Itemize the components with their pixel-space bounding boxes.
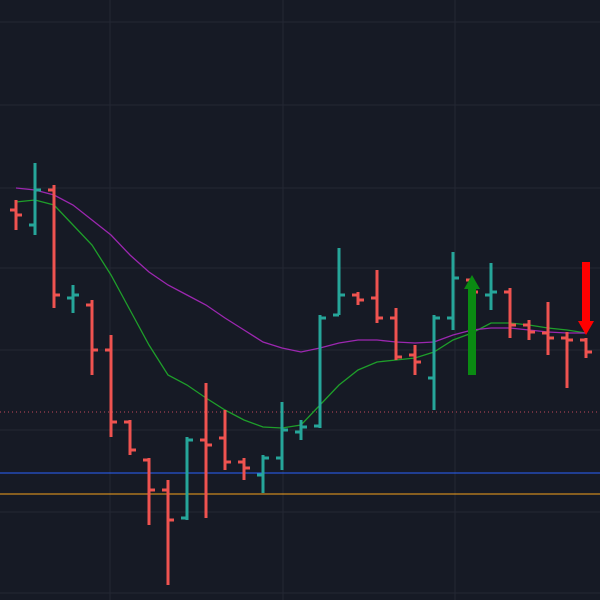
ohlc-bar [314, 315, 326, 428]
ohlc-bar [181, 437, 193, 520]
ohlc-bar [162, 480, 174, 585]
ohlc-bar [409, 345, 421, 375]
ohlc-bar [352, 292, 364, 305]
ohlc-bar [485, 263, 497, 310]
ohlc-bar [238, 458, 250, 480]
ohlc-bar [523, 320, 535, 340]
ohlc-bar [48, 185, 60, 308]
ohlc-bar [504, 288, 516, 338]
ohlc-bar [561, 332, 573, 388]
ohlc-bar [124, 420, 136, 455]
ohlc-bar [333, 248, 345, 317]
ohlc-bar [143, 458, 155, 525]
ohlc-bar [219, 410, 231, 470]
signal-arrow [464, 275, 480, 375]
ohlc-bar [428, 315, 440, 410]
ohlc-bar [10, 200, 22, 230]
ohlc-bar [371, 270, 383, 323]
ohlc-bar [580, 338, 592, 358]
ohlc-bar [29, 163, 41, 235]
signal-arrow [578, 262, 594, 335]
ohlc-bar [200, 383, 212, 518]
ohlc-bar [295, 420, 307, 440]
ohlc-bar [105, 335, 117, 437]
ohlc-bar [67, 285, 79, 313]
ohlc-bar [276, 402, 288, 470]
ohlc-bar [257, 455, 269, 493]
ohlc-bar [447, 252, 459, 330]
ohlc-bar [390, 308, 402, 360]
ohlc-bar [86, 300, 98, 375]
ohlc-bar [542, 302, 554, 355]
moving-average [15, 187, 586, 353]
